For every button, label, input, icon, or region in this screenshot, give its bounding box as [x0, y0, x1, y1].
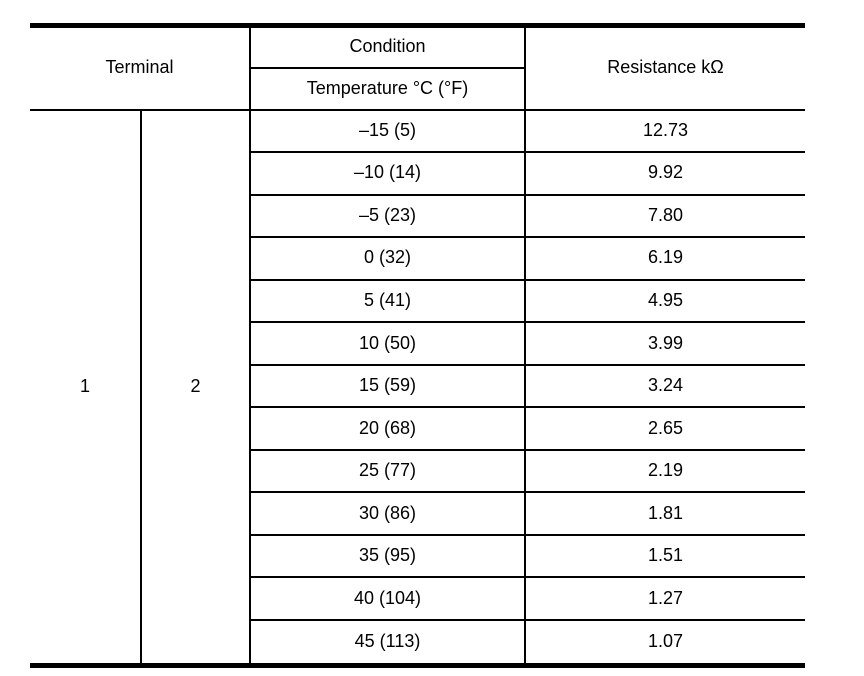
table-row: 35 (95) 1.51 — [30, 533, 805, 579]
temperature-cell: 10 (50) — [249, 321, 526, 366]
table-row: 30 (86) 1.81 — [30, 491, 805, 536]
terminal-2-cell: 2 — [140, 108, 251, 667]
terminal-1-cell: 1 — [30, 108, 142, 667]
resistance-cell: 4.95 — [524, 278, 805, 324]
temperature-cell: 20 (68) — [249, 406, 526, 451]
table-row: 20 (68) 2.65 — [30, 406, 805, 451]
header-row-1: Terminal Condition Resistance kΩ — [30, 24, 805, 111]
temperature-cell: 35 (95) — [249, 533, 526, 579]
resistance-spec-table: Terminal Condition Resistance kΩ Tempera… — [30, 23, 805, 668]
table-row: –10 (14) 9.92 — [30, 151, 805, 196]
resistance-cell: 3.24 — [524, 363, 805, 409]
table-row: 25 (77) 2.19 — [30, 448, 805, 494]
table-row: 40 (104) 1.27 — [30, 576, 805, 621]
temperature-header: Temperature °C (°F) — [249, 66, 526, 111]
temperature-cell: 25 (77) — [249, 448, 526, 494]
resistance-cell: 1.81 — [524, 491, 805, 536]
temperature-cell: –10 (14) — [249, 151, 526, 196]
table-row: 5 (41) 4.95 — [30, 278, 805, 324]
resistance-cell: 2.65 — [524, 406, 805, 451]
table-row: 45 (113) 1.07 — [30, 618, 805, 667]
resistance-cell: 9.92 — [524, 151, 805, 196]
resistance-cell: 1.51 — [524, 533, 805, 579]
temperature-cell: 5 (41) — [249, 278, 526, 324]
temperature-cell: –5 (23) — [249, 193, 526, 239]
table-row: 0 (32) 6.19 — [30, 236, 805, 281]
resistance-cell: 1.07 — [524, 618, 805, 667]
resistance-cell: 12.73 — [524, 108, 805, 154]
temperature-cell: 30 (86) — [249, 491, 526, 536]
temperature-cell: 15 (59) — [249, 363, 526, 409]
header-row-2: Temperature °C (°F) — [30, 66, 805, 111]
temperature-cell: –15 (5) — [249, 108, 526, 154]
resistance-cell: 3.99 — [524, 321, 805, 366]
temperature-cell: 40 (104) — [249, 576, 526, 621]
resistance-header: Resistance kΩ — [524, 24, 805, 111]
condition-header: Condition — [249, 24, 526, 69]
table-row: 1 2 –15 (5) 12.73 — [30, 108, 805, 667]
temperature-cell: 0 (32) — [249, 236, 526, 281]
resistance-cell: 6.19 — [524, 236, 805, 281]
resistance-cell: 7.80 — [524, 193, 805, 239]
table-row: 15 (59) 3.24 — [30, 363, 805, 409]
resistance-cell: 1.27 — [524, 576, 805, 621]
resistance-cell: 2.19 — [524, 448, 805, 494]
temperature-cell: 45 (113) — [249, 618, 526, 667]
table-row: 10 (50) 3.99 — [30, 321, 805, 366]
terminal-header: Terminal — [30, 24, 251, 111]
table-row: –5 (23) 7.80 — [30, 193, 805, 239]
